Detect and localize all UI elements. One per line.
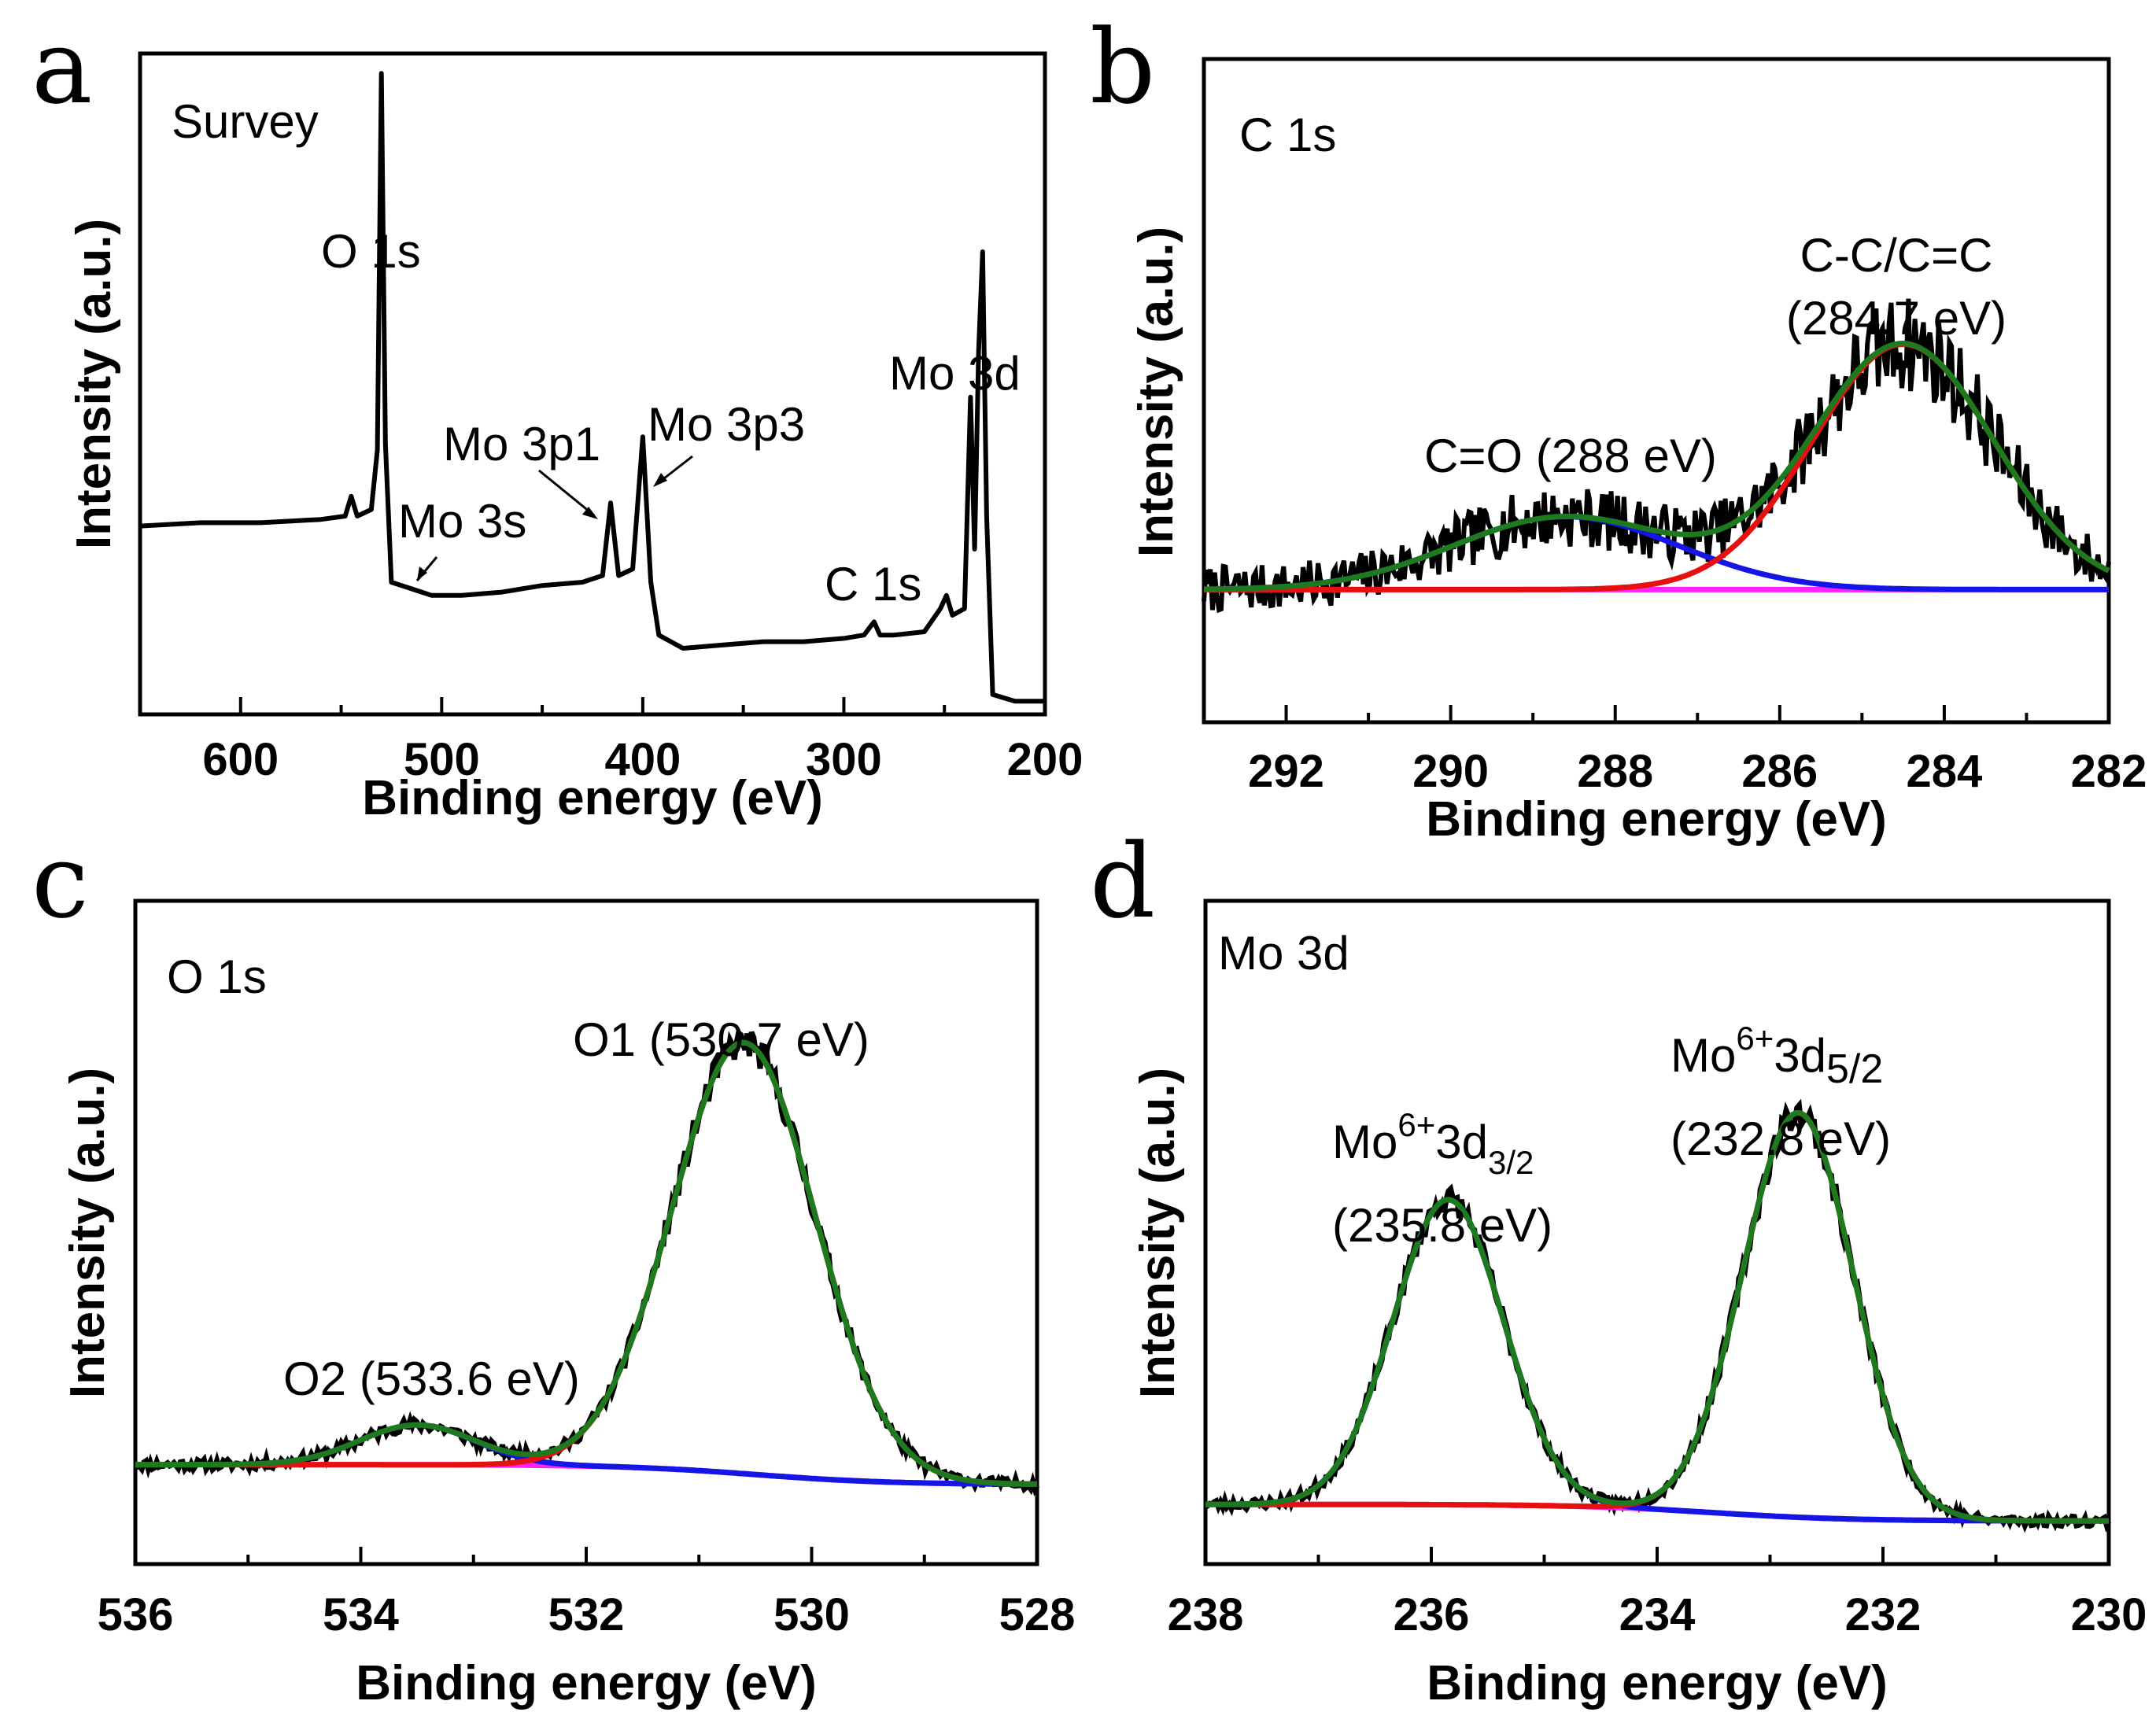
annotation-mo-3d32-energy: (235.8 eV) [1332, 1199, 1552, 1252]
y-axis-title-b: Intensity (a.u.) [1129, 227, 1183, 557]
annotation-co: C=O (288 eV) [1424, 430, 1717, 482]
panel-letter-c: c [31, 821, 89, 941]
annotation-cc-energy: (284.7 eV) [1786, 292, 2006, 345]
annotation-mo-3d32: Mo6+3d3/2 [1332, 1106, 1534, 1181]
x-tick-label: 600 [202, 734, 279, 785]
x-tick-label: 300 [806, 734, 882, 785]
annotation-mo-3d52-sup: 6+ [1736, 1020, 1774, 1057]
x-ticks-a: 600 500 400 300 200 [202, 697, 1083, 785]
annotation-mo3d: Mo 3d [889, 347, 1021, 400]
annotation-mo-3d52-3d: 3d [1774, 1029, 1826, 1082]
x-tick-label: 500 [404, 734, 480, 785]
annotation-mo-3d52-energy: (232.8 eV) [1671, 1112, 1891, 1165]
annotation-mo3p1: Mo 3p1 [443, 418, 600, 470]
annotation-cc-label: C-C/C=C [1800, 229, 1992, 282]
annotation-o1s: O 1s [321, 225, 421, 278]
annotation-mo-3d32-sub: 3/2 [1488, 1144, 1534, 1181]
o1s-fit-envelope-line [135, 1039, 1037, 1487]
annotation-mo-3d32-mo: Mo [1332, 1116, 1397, 1168]
plot-frame-b [1202, 57, 2111, 725]
x-tick-label: 528 [999, 1589, 1076, 1640]
x-tick-label: 290 [1412, 746, 1489, 797]
panel-a: a 600 500 400 300 200 Survey O 1s Mo 3s Mo 3… [31, 7, 1083, 825]
panel-title-b: C 1s [1239, 109, 1336, 161]
x-tick-label: 400 [604, 734, 681, 785]
annotation-mo-3d52-mo: Mo [1671, 1029, 1736, 1082]
plot-frame-a [138, 51, 1047, 717]
panel-title-a: Survey [172, 95, 319, 148]
panel-letter-a: a [31, 7, 93, 127]
arrowhead-mo3s [417, 566, 427, 581]
annotation-mo3p3: Mo 3p3 [648, 398, 805, 451]
x-axis-title-b: Binding energy (eV) [1426, 792, 1887, 847]
annotation-mo-3d52-sub: 5/2 [1826, 1046, 1883, 1092]
x-axis-title-a: Binding energy (eV) [362, 771, 823, 825]
x-tick-label: 288 [1577, 746, 1653, 797]
x-tick-label: 532 [548, 1589, 625, 1640]
x-tick-label: 236 [1394, 1589, 1470, 1640]
x-tick-label: 230 [2071, 1589, 2147, 1640]
x-tick-label: 234 [1619, 1589, 1696, 1640]
panel-letter-b: b [1090, 7, 1155, 127]
o1s-peak-o1-line [135, 1039, 1037, 1487]
x-ticks-d: 238 236 234 232 230 [1168, 1547, 2147, 1640]
annotation-mo-3d32-3d: 3d [1435, 1116, 1488, 1168]
x-axis-title-c: Binding energy (eV) [356, 1656, 817, 1710]
x-tick-label: 200 [1007, 734, 1084, 785]
x-tick-label: 530 [773, 1589, 850, 1640]
panel-title-c: O 1s [167, 950, 267, 1003]
arrowhead-mo3p3 [653, 473, 667, 487]
y-axis-title-c: Intensity (a.u.) [61, 1068, 115, 1398]
x-tick-label: 286 [1741, 746, 1818, 797]
x-tick-label: 292 [1248, 746, 1324, 797]
c1s-fit-envelope-line [1204, 340, 2110, 592]
x-axis-title-d: Binding energy (eV) [1427, 1656, 1888, 1710]
arrow-mo3p1 [538, 469, 595, 517]
x-tick-label: 238 [1168, 1589, 1244, 1640]
x-tick-label: 536 [98, 1589, 174, 1640]
x-tick-label: 232 [1845, 1589, 1922, 1640]
panel-title-d: Mo 3d [1218, 927, 1349, 980]
mo3d-fit-envelope-line [1205, 1109, 2109, 1524]
x-tick-label: 282 [2071, 746, 2147, 797]
panel-b: b 292 290 288 286 284 282 C 1s C=O (288 eV) C… [1090, 7, 2147, 847]
arrowhead-mo3p1 [582, 507, 598, 519]
x-ticks-b: 292 290 288 286 284 282 [1248, 705, 2147, 797]
annotation-o1: O1 (530.7 eV) [573, 1013, 869, 1066]
y-axis-title-a: Intensity (a.u.) [67, 219, 121, 549]
annotation-mo3s: Mo 3s [398, 495, 526, 548]
y-axis-title-d: Intensity (a.u.) [1131, 1068, 1185, 1398]
annotation-mo-3d32-sup: 6+ [1397, 1106, 1435, 1143]
o1s-raw-data-line [135, 1028, 1040, 1496]
annotation-c1s: C 1s [825, 558, 921, 611]
x-ticks-c: 536 534 532 530 528 [98, 1547, 1076, 1640]
x-tick-label: 284 [1907, 746, 1983, 797]
panel-letter-d: d [1090, 821, 1155, 941]
panel-c: c 536 534 532 530 528 O 1s O2 (533.6 eV) O1 … [31, 821, 1075, 1710]
panel-d: d 238 236 234 232 230 Mo 3d Mo6+3d3/2 (235.8… [1090, 821, 2147, 1710]
annotation-mo-3d52: Mo6+3d5/2 [1671, 1020, 1883, 1092]
x-tick-label: 534 [323, 1589, 399, 1640]
survey-spectrum-line [139, 71, 1045, 704]
annotation-o2: O2 (533.6 eV) [283, 1352, 580, 1405]
